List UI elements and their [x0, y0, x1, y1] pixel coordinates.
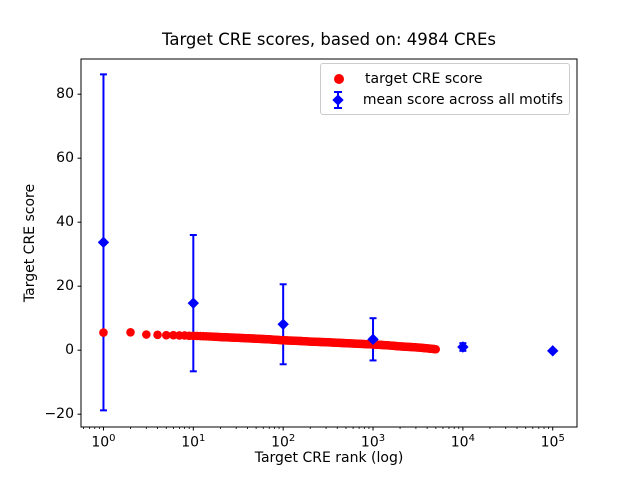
x-tick-label: 101 [181, 433, 206, 451]
legend: target CRE score mean score across all m… [320, 63, 570, 115]
red-data-point [142, 330, 151, 339]
blue-diamond-point [187, 297, 200, 309]
blue-diamond-point [367, 333, 379, 346]
y-tick-label: 80 [56, 86, 74, 103]
x-tick-label: 104 [450, 433, 475, 451]
y-tick-label: 60 [56, 150, 74, 167]
x-tick-label: 100 [91, 433, 116, 451]
legend-label: mean score across all motifs [362, 91, 563, 108]
y-tick-label: 20 [56, 278, 74, 295]
legend-item-target-cre-score: target CRE score [327, 68, 563, 89]
red-data-point [99, 328, 108, 337]
x-tick-label: 103 [360, 433, 386, 451]
blue-diamond-point [457, 341, 469, 353]
legend-marker-col [327, 68, 351, 89]
red-data-point [153, 330, 162, 340]
red-data-point [161, 330, 171, 340]
legend-marker-col [327, 89, 349, 110]
y-tick-label: 40 [56, 214, 74, 231]
red-circle-marker-icon [334, 73, 344, 84]
blue-diamond-point [97, 236, 110, 249]
x-tick-label: 102 [271, 433, 296, 451]
y-tick-label: −20 [44, 406, 74, 423]
red-data-point [126, 327, 135, 337]
legend-label: target CRE score [365, 70, 483, 87]
y-tick-label: 0 [65, 342, 74, 359]
red-data-point [431, 344, 441, 354]
axes-frame [80, 58, 578, 428]
x-tick-label: 105 [540, 433, 565, 451]
blue-diamond-errorbar-marker-icon [332, 90, 344, 109]
blue-diamond-point [277, 318, 289, 330]
blue-diamond-point [547, 345, 559, 357]
legend-item-mean-score: mean score across all motifs [327, 89, 563, 110]
x-axis-label: Target CRE rank (log) [254, 450, 404, 466]
chart-title: Target CRE scores, based on: 4984 CREs [161, 30, 497, 49]
